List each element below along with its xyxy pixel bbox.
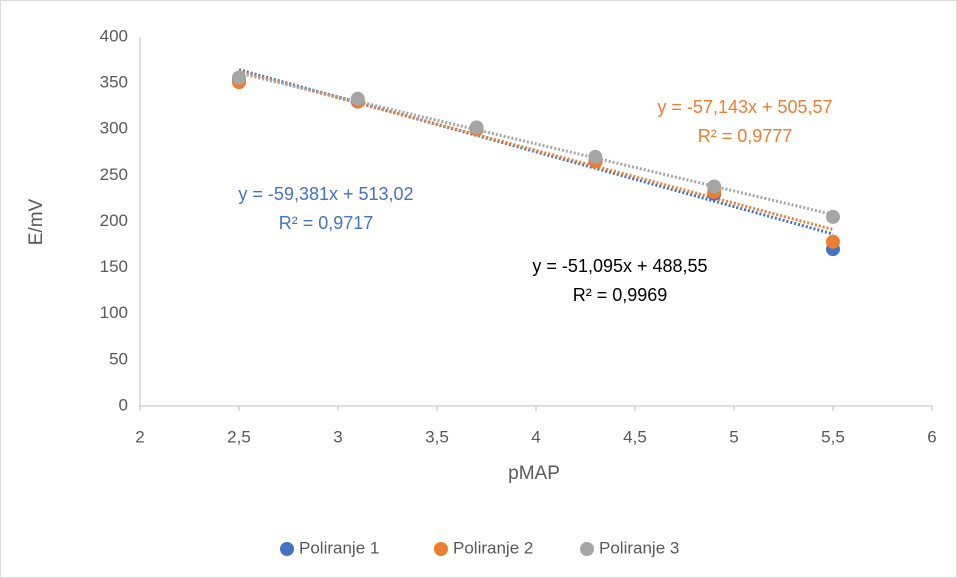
legend-label: Poliranje 3 — [599, 538, 679, 557]
y-tick-label: 400 — [100, 26, 128, 45]
y-tick-label: 250 — [100, 165, 128, 184]
x-tick-label: 3,5 — [425, 427, 449, 446]
point — [826, 234, 840, 249]
point — [826, 209, 840, 224]
y-axis-label: E/mV — [26, 198, 47, 245]
y-tick-label: 100 — [100, 303, 128, 322]
x-tick-label: 5,5 — [821, 427, 845, 446]
trendline-r2: R² = 0,9717 — [279, 213, 374, 233]
legend-marker — [434, 542, 448, 556]
legend-label: Poliranje 1 — [299, 538, 379, 557]
x-tick-label: 2,5 — [227, 427, 251, 446]
trendline-r2: R² = 0,9969 — [573, 285, 668, 305]
point — [350, 91, 365, 106]
x-tick-label: 4 — [531, 427, 540, 446]
point — [707, 179, 722, 194]
legend-marker — [580, 542, 594, 556]
trendline-equation: y = -51,095x + 488,55 — [532, 256, 707, 276]
x-tick-label: 6 — [927, 427, 936, 446]
x-tick-label: 5 — [729, 427, 738, 446]
x-tick-label: 3 — [333, 427, 342, 446]
trendline — [238, 69, 834, 231]
x-tick-label: 2 — [135, 427, 144, 446]
legend-marker — [280, 542, 294, 556]
y-tick-label: 350 — [100, 73, 128, 92]
trendline-r2: R² = 0,9777 — [698, 126, 793, 146]
trendline-equation: y = -57,143x + 505,57 — [657, 97, 832, 117]
point — [232, 70, 246, 85]
x-tick-label: 4,5 — [623, 427, 647, 446]
y-tick-label: 150 — [100, 257, 128, 276]
trendline-equation: y = -59,381x + 513,02 — [238, 184, 413, 204]
trendline — [238, 68, 834, 236]
trendline — [238, 71, 834, 217]
legend-label: Poliranje 2 — [453, 538, 533, 557]
point — [588, 149, 603, 164]
y-tick-label: 200 — [100, 211, 128, 230]
x-axis-label: pMAP — [508, 463, 560, 484]
y-tick-label: 300 — [100, 119, 128, 138]
y-tick-label: 50 — [109, 349, 128, 368]
y-tick-label: 0 — [119, 395, 128, 414]
point — [469, 120, 484, 135]
